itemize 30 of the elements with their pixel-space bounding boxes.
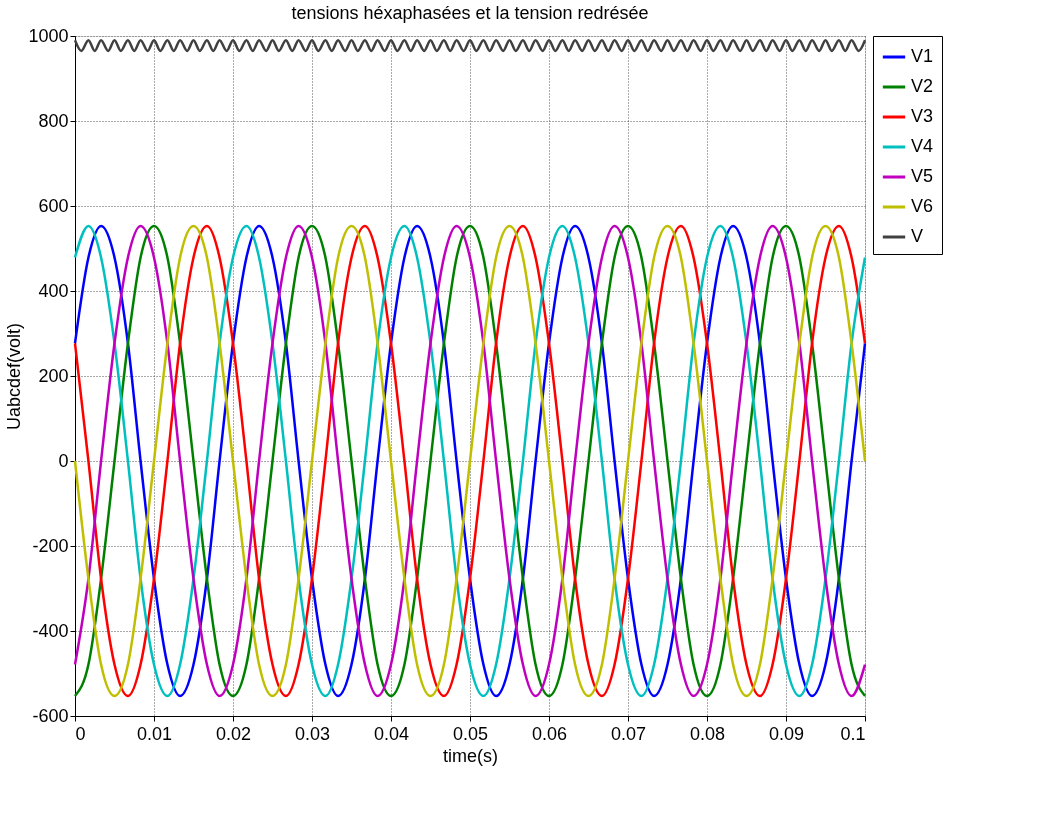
- x-tick-label: 0.03: [294, 723, 331, 744]
- y-tick-label: -200: [32, 535, 69, 556]
- x-tick-label: 0.1: [840, 723, 866, 744]
- chart-title: tensions héxaphasées et la tension redrésée: [291, 3, 649, 23]
- legend-label: V1: [911, 46, 934, 66]
- x-tick-label: 0.04: [373, 723, 410, 744]
- x-tick-label: 0: [75, 723, 86, 744]
- y-axis-title: Uabcdef(volt): [4, 322, 25, 431]
- y-tick-label: 800: [38, 110, 69, 131]
- y-tick-label: 1000: [28, 25, 69, 46]
- x-tick-label: 0.01: [136, 723, 173, 744]
- y-tick-label: -400: [32, 620, 69, 641]
- x-tick-label: 0.05: [452, 723, 489, 744]
- legend-label: V3: [911, 106, 934, 126]
- x-tick-label: 0.02: [215, 723, 252, 744]
- x-tick-label: 0.07: [610, 723, 647, 744]
- y-tick-label: 200: [38, 365, 69, 386]
- x-tick-label: 0.06: [531, 723, 568, 744]
- legend-label: V5: [911, 166, 934, 186]
- legend-label: V: [911, 226, 924, 246]
- legend-label: V2: [911, 76, 934, 96]
- y-tick-label: 400: [38, 280, 69, 301]
- x-tick-label: 0.08: [689, 723, 726, 744]
- y-tick-label: -600: [32, 705, 69, 726]
- x-axis-title: time(s): [443, 745, 498, 766]
- legend-label: V4: [911, 136, 934, 156]
- legend-label: V6: [911, 196, 934, 216]
- y-tick-label: 600: [38, 195, 69, 216]
- x-tick-label: 0.09: [768, 723, 805, 744]
- y-tick-label: 0: [58, 450, 69, 471]
